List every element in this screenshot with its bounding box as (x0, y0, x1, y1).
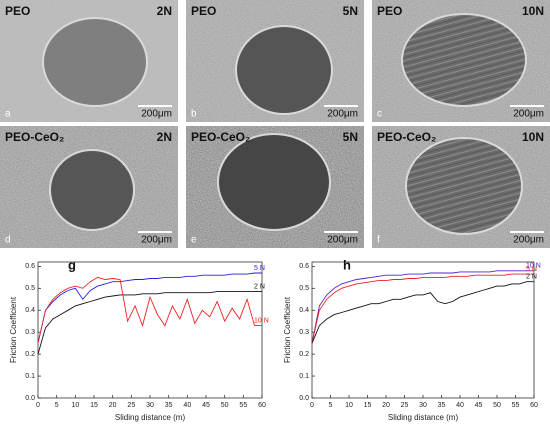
y-tick-label: 0.5 (25, 285, 35, 292)
x-tick-label: 35 (165, 402, 173, 409)
x-axis-title: Sliding distance (m) (115, 413, 186, 422)
y-tick-label: 0.2 (299, 351, 309, 358)
series-label: 5 N (526, 266, 537, 273)
y-tick-label: 0.0 (299, 395, 309, 402)
x-tick-label: 15 (90, 402, 98, 409)
y-tick-label: 0.3 (25, 329, 35, 336)
panel-letter: c (377, 109, 382, 120)
series-label: 10 N (526, 263, 541, 270)
x-tick-label: 30 (146, 402, 154, 409)
series-line (37, 276, 262, 344)
series-label: 5 N (254, 265, 265, 272)
coating-label: PEO-CeO₂ (5, 130, 64, 144)
series-line (37, 272, 262, 344)
x-tick-label: 50 (493, 402, 501, 409)
y-tick-label: 0.6 (299, 263, 309, 270)
panel-letter: d (5, 235, 11, 246)
wear-track (217, 133, 331, 231)
series-line (37, 291, 262, 355)
plot-frame (37, 261, 263, 399)
panel-letter: e (191, 235, 197, 246)
x-tick-label: 60 (530, 402, 538, 409)
x-tick-label: 55 (512, 402, 520, 409)
scale-label: 200μm (513, 235, 544, 246)
series-line (311, 273, 534, 344)
x-axis-title: Sliding distance (m) (388, 413, 459, 422)
coating-label: PEO (377, 4, 402, 18)
wear-track (401, 13, 527, 107)
panel-letter: h (343, 257, 351, 272)
y-tick-label: 0.6 (25, 263, 35, 270)
y-tick-label: 0.3 (299, 329, 309, 336)
y-tick-label: 0.0 (25, 395, 35, 402)
y-tick-label: 0.4 (25, 307, 35, 314)
x-tick-label: 5 (329, 402, 333, 409)
y-tick-label: 0.4 (299, 307, 309, 314)
panel-letter: g (68, 257, 76, 272)
y-tick-label: 0.1 (25, 373, 35, 380)
x-tick-label: 40 (456, 402, 464, 409)
load-label: 5N (343, 4, 358, 18)
series-line (311, 281, 534, 344)
wear-track (42, 17, 148, 107)
scale-label: 200μm (141, 109, 172, 120)
series-line (311, 270, 534, 344)
load-label: 5N (343, 130, 358, 144)
x-tick-label: 25 (401, 402, 409, 409)
sem-image: PEO 10N c 200μm (372, 0, 550, 122)
x-tick-label: 5 (55, 402, 59, 409)
x-tick-label: 0 (310, 402, 314, 409)
sem-image: PEO-CeO₂ 2N d 200μm (0, 126, 178, 248)
sem-image: PEO-CeO₂ 10N f 200μm (372, 126, 550, 248)
y-axis-title: Friction Coefficient (9, 296, 18, 363)
scale-label: 200μm (327, 109, 358, 120)
load-label: 2N (157, 4, 172, 18)
x-tick-label: 25 (127, 402, 135, 409)
series-label: 10 N (254, 317, 269, 324)
sem-image: PEO 5N b 200μm (186, 0, 364, 122)
x-tick-label: 30 (419, 402, 427, 409)
x-tick-label: 55 (239, 402, 247, 409)
load-label: 10N (522, 4, 544, 18)
load-label: 2N (157, 130, 172, 144)
x-tick-label: 50 (221, 402, 229, 409)
coating-label: PEO-CeO₂ (377, 130, 436, 144)
scale-label: 200μm (513, 109, 544, 120)
x-tick-label: 35 (438, 402, 446, 409)
x-tick-label: 0 (36, 402, 40, 409)
y-tick-label: 0.2 (25, 351, 35, 358)
wear-track (405, 137, 523, 235)
coating-label: PEO-CeO₂ (191, 130, 250, 144)
sem-image: PEO 2N a 200μm (0, 0, 178, 122)
x-tick-label: 40 (183, 402, 191, 409)
x-tick-label: 20 (382, 402, 390, 409)
x-tick-label: 45 (202, 402, 210, 409)
x-tick-label: 20 (109, 402, 117, 409)
series-label: 2 N (254, 283, 265, 290)
x-tick-label: 60 (258, 402, 266, 409)
panel-letter: b (191, 109, 197, 120)
scale-label: 200μm (141, 235, 172, 246)
panel-letter: f (377, 235, 380, 246)
y-tick-label: 0.5 (299, 285, 309, 292)
coating-label: PEO (5, 4, 30, 18)
scale-label: 200μm (327, 235, 358, 246)
panel-letter: a (5, 109, 11, 120)
x-tick-label: 15 (364, 402, 372, 409)
wear-track (49, 149, 135, 231)
load-label: 10N (522, 130, 544, 144)
coating-label: PEO (191, 4, 216, 18)
series-label: 2 N (526, 274, 537, 281)
x-tick-label: 10 (345, 402, 353, 409)
sem-image: PEO-CeO₂ 5N e 200μm (186, 126, 364, 248)
x-tick-label: 10 (71, 402, 79, 409)
y-tick-label: 0.1 (299, 373, 309, 380)
wear-track (235, 25, 333, 115)
x-tick-label: 45 (475, 402, 483, 409)
y-axis-title: Friction Coefficient (283, 296, 292, 363)
